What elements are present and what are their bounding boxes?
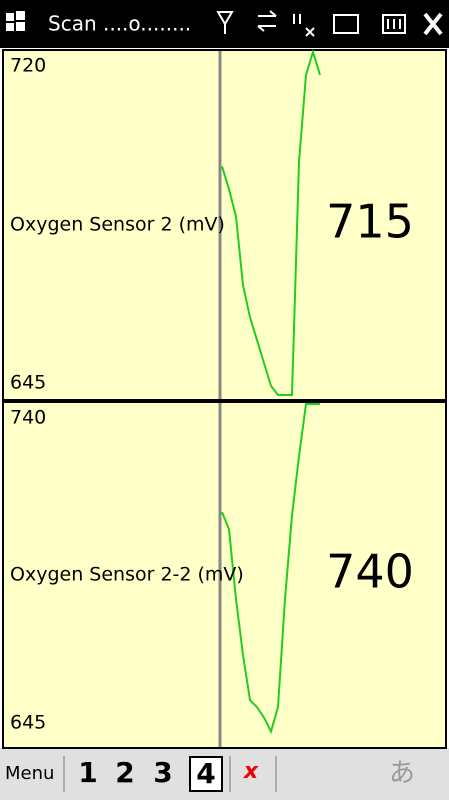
page-selected [189, 756, 223, 792]
status-icons [216, 10, 443, 37]
chart-panel [2, 49, 447, 401]
page-button[interactable]: 1 [78, 756, 97, 789]
sensor-label: Oxygen Sensor 2 (mV) [10, 214, 225, 236]
toolbar [0, 748, 449, 800]
menu-button[interactable]: Menu [5, 763, 54, 784]
start-icon[interactable] [6, 11, 25, 31]
sensor-label: Oxygen Sensor 2-2 (mV) [10, 564, 244, 586]
close-button[interactable]: x [243, 759, 259, 784]
ime-button[interactable]: あ [389, 759, 415, 789]
sensor-trace [221, 403, 320, 735]
page-button[interactable]: 2 [115, 756, 134, 789]
y-tick-label: 740 [10, 407, 46, 429]
app-title: Scan ....o........ [48, 12, 191, 36]
page-button[interactable]: 3 [153, 756, 172, 789]
y-tick-label: 720 [10, 55, 46, 77]
page-button[interactable]: 4 [196, 757, 215, 790]
y-tick-label: 645 [10, 712, 46, 734]
sensor-trace [221, 48, 321, 396]
current-value: 715 [326, 195, 414, 249]
y-tick-label: 645 [10, 372, 46, 394]
current-value: 740 [326, 545, 414, 599]
chart-panel [2, 401, 447, 749]
